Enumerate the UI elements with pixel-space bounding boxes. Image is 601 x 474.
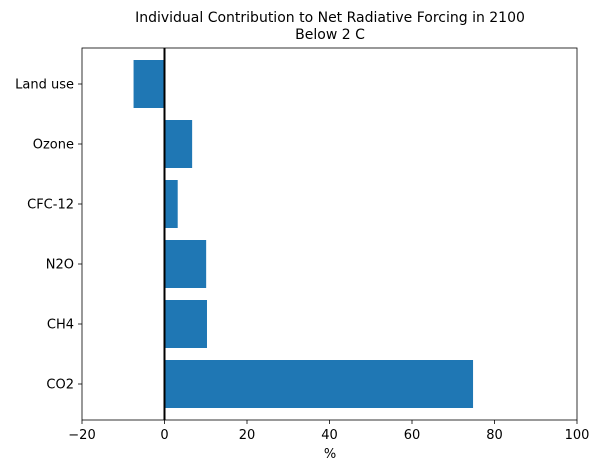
bar-land-use	[133, 60, 165, 108]
x-tick-label: 40	[321, 428, 338, 443]
y-tick-label: CFC-12	[27, 198, 74, 213]
y-tick-label: Land use	[15, 78, 74, 93]
bar-ozone	[164, 120, 193, 168]
chart-title: Individual Contribution to Net Radiative…	[135, 10, 525, 26]
x-axis-label: %	[324, 447, 336, 462]
bars-layer	[133, 60, 474, 408]
bar-co2	[164, 360, 474, 408]
x-tick-label: 80	[486, 428, 503, 443]
y-tick-label: CH4	[47, 318, 74, 333]
x-tick-label: 20	[239, 428, 256, 443]
y-tick-label: N2O	[46, 258, 74, 273]
chart-subtitle: Below 2 C	[295, 27, 365, 43]
bar-n2o	[164, 240, 207, 288]
x-tick-label: −20	[68, 428, 95, 443]
bar-cfc-12	[164, 180, 178, 228]
x-tick-label: 60	[404, 428, 421, 443]
x-tick-label: 100	[565, 428, 590, 443]
y-tick-label: Ozone	[33, 138, 74, 153]
bar-ch4	[164, 300, 207, 348]
axes-layer: −20 0 20 40 60 80 100 CO2 CH4 N2O CFC-12 Ozone Land …	[15, 47, 590, 443]
x-tick-label: 0	[160, 428, 168, 443]
y-tick-label: CO2	[46, 378, 74, 393]
